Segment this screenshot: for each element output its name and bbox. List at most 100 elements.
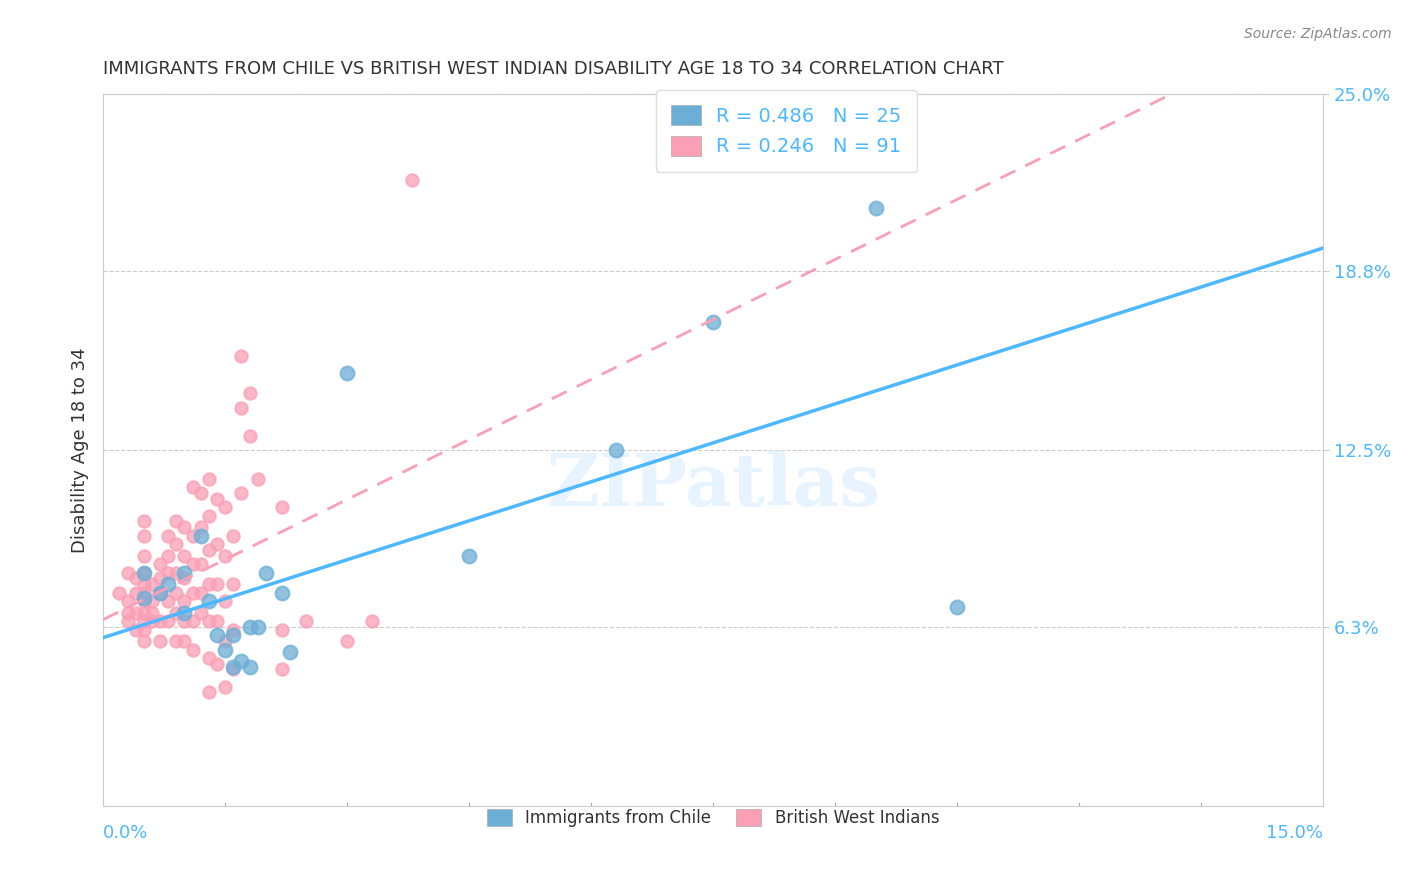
Point	[214, 500, 236, 515]
Point	[222, 628, 245, 642]
Point	[458, 549, 481, 563]
Point	[149, 585, 172, 599]
Point	[132, 594, 155, 608]
Point	[117, 606, 139, 620]
Point	[117, 614, 139, 628]
Point	[141, 614, 163, 628]
Point	[198, 472, 221, 486]
Point	[157, 594, 180, 608]
Point	[946, 599, 969, 614]
Point	[360, 614, 382, 628]
Point	[214, 594, 236, 608]
Point	[401, 173, 423, 187]
Point	[271, 663, 294, 677]
Point	[222, 663, 245, 677]
Point	[141, 577, 163, 591]
Point	[246, 620, 269, 634]
Point	[295, 614, 318, 628]
Point	[173, 614, 195, 628]
Point	[190, 486, 212, 500]
Point	[157, 549, 180, 563]
Point	[181, 529, 204, 543]
Point	[222, 623, 245, 637]
Point	[605, 443, 627, 458]
Point	[108, 585, 131, 599]
Point	[165, 537, 187, 551]
Point	[132, 634, 155, 648]
Point	[157, 577, 180, 591]
Point	[278, 645, 301, 659]
Point	[132, 585, 155, 599]
Point	[181, 557, 204, 571]
Point	[173, 520, 195, 534]
Point	[205, 537, 228, 551]
Point	[173, 634, 195, 648]
Point	[214, 634, 236, 648]
Point	[246, 472, 269, 486]
Point	[231, 349, 253, 363]
Point	[149, 585, 172, 599]
Point	[238, 386, 260, 401]
Point	[231, 401, 253, 415]
Point	[271, 585, 294, 599]
Point	[198, 614, 221, 628]
Point	[214, 642, 236, 657]
Point	[205, 614, 228, 628]
Point	[198, 543, 221, 558]
Point	[132, 614, 155, 628]
Point	[198, 685, 221, 699]
Point	[117, 594, 139, 608]
Point	[165, 585, 187, 599]
Point	[231, 654, 253, 668]
Point	[205, 657, 228, 671]
Point	[181, 614, 204, 628]
Point	[132, 606, 155, 620]
Point	[336, 634, 359, 648]
Point	[198, 651, 221, 665]
Point	[254, 566, 277, 580]
Point	[198, 577, 221, 591]
Y-axis label: Disability Age 18 to 34: Disability Age 18 to 34	[72, 348, 89, 553]
Point	[205, 628, 228, 642]
Point	[132, 566, 155, 580]
Point	[132, 591, 155, 606]
Point	[165, 515, 187, 529]
Point	[149, 557, 172, 571]
Point	[157, 614, 180, 628]
Point	[222, 529, 245, 543]
Point	[214, 680, 236, 694]
Point	[198, 594, 221, 608]
Point	[124, 571, 146, 585]
Point	[190, 606, 212, 620]
Point	[198, 508, 221, 523]
Point	[205, 491, 228, 506]
Point	[271, 623, 294, 637]
Point	[124, 606, 146, 620]
Point	[181, 585, 204, 599]
Point	[132, 623, 155, 637]
Point	[149, 571, 172, 585]
Point	[214, 549, 236, 563]
Point	[124, 623, 146, 637]
Point	[336, 367, 359, 381]
Point	[173, 571, 195, 585]
Point	[271, 500, 294, 515]
Point	[222, 577, 245, 591]
Point	[149, 614, 172, 628]
Point	[173, 606, 195, 620]
Point	[702, 315, 724, 329]
Point	[157, 529, 180, 543]
Point	[165, 606, 187, 620]
Point	[205, 577, 228, 591]
Point	[141, 594, 163, 608]
Point	[132, 577, 155, 591]
Point	[231, 486, 253, 500]
Point	[238, 620, 260, 634]
Point	[173, 566, 195, 580]
Text: IMMIGRANTS FROM CHILE VS BRITISH WEST INDIAN DISABILITY AGE 18 TO 34 CORRELATION: IMMIGRANTS FROM CHILE VS BRITISH WEST IN…	[103, 60, 1004, 78]
Point	[132, 515, 155, 529]
Point	[181, 480, 204, 494]
Point	[132, 529, 155, 543]
Point	[190, 520, 212, 534]
Text: 15.0%: 15.0%	[1267, 824, 1323, 842]
